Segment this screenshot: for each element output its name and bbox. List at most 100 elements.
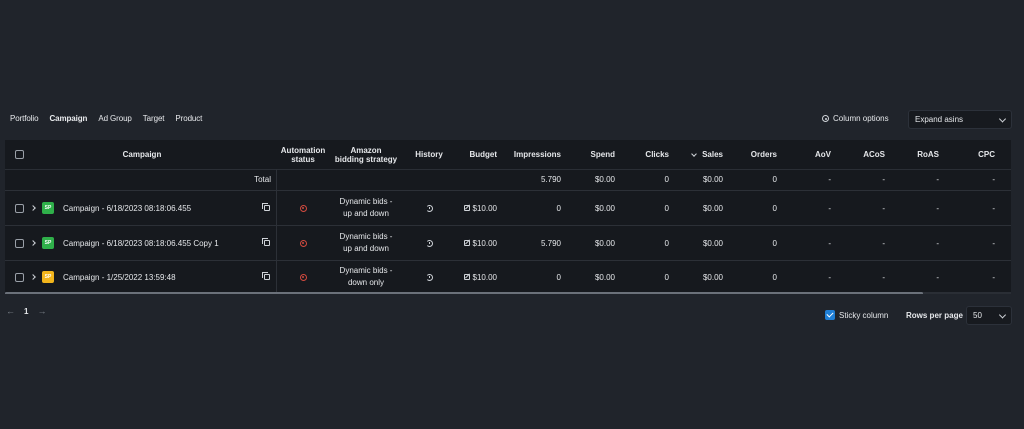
table-header-row: Campaign Automation status Amazon biddin… (5, 140, 1011, 170)
clicks-cell: 0 (664, 203, 669, 213)
chevron-right-icon[interactable] (30, 274, 36, 280)
row-checkbox[interactable] (14, 203, 24, 213)
col-header-clicks[interactable]: Clicks (645, 150, 669, 159)
copy-icon[interactable] (262, 203, 270, 211)
aov-cell: - (828, 272, 831, 282)
tab-campaign[interactable]: Campaign (49, 114, 88, 123)
budget-cell[interactable]: $10.00 (451, 191, 497, 225)
sales-cell: $0.00 (702, 203, 723, 213)
badge-cell: SP (42, 261, 56, 293)
col-header-budget[interactable]: Budget (469, 150, 497, 159)
cpc-cell: - (992, 238, 995, 248)
sort-desc-icon (691, 150, 697, 157)
chevron-right-icon[interactable] (30, 240, 36, 246)
automation-cell (277, 261, 329, 293)
total-aov: - (828, 175, 831, 184)
col-header-acos[interactable]: ACoS (863, 150, 885, 159)
impressions-cell: 0 (556, 272, 561, 282)
sticky-column-label: Sticky column (839, 310, 889, 320)
spend-cell: $0.00 (594, 203, 615, 213)
page-number[interactable]: 1 (24, 306, 29, 316)
budget-cell[interactable]: $10.00 (451, 261, 497, 293)
impressions-cell: 5.790 (540, 238, 561, 248)
expand-asins-select[interactable]: Expand asins (908, 110, 1012, 129)
sp-badge: SP (42, 202, 54, 214)
orders-cell: 0 (772, 203, 777, 213)
copy-icon[interactable] (262, 238, 270, 246)
col-header-orders[interactable]: Orders (750, 150, 777, 159)
sp-badge: SP (42, 237, 54, 249)
acos-cell: - (882, 272, 885, 282)
row-checkbox[interactable] (14, 238, 24, 248)
col-header-campaign[interactable]: Campaign (122, 150, 162, 159)
row-checkbox[interactable] (14, 272, 24, 282)
history-cell (409, 226, 449, 260)
col-header-amazon-line1: Amazon (350, 145, 382, 155)
prev-page-arrow-icon[interactable]: ← (6, 306, 15, 316)
expand-asins-value: Expand asins (915, 115, 964, 124)
rows-per-page-label: Rows per page (906, 311, 963, 320)
roas-cell: - (936, 238, 939, 248)
total-sales: $0.00 (702, 175, 723, 184)
table-row[interactable]: SP Campaign - 6/18/2023 08:18:06.455 Cop… (5, 226, 1011, 261)
col-header-sales[interactable]: Sales (673, 140, 723, 169)
chevron-down-icon (998, 310, 1007, 319)
col-header-amazon-bidding-strategy[interactable]: Amazon bidding strategy (331, 140, 401, 169)
automation-status-icon[interactable] (299, 204, 307, 212)
col-header-cpc[interactable]: CPC (978, 150, 995, 159)
table-row[interactable]: SP Campaign - 6/18/2023 08:18:06.455 Dyn… (5, 191, 1011, 226)
total-orders: 0 (772, 175, 777, 184)
col-header-automation-status[interactable]: Automation status (277, 140, 329, 169)
copy-icon[interactable] (262, 272, 270, 280)
automation-status-icon[interactable] (299, 239, 307, 247)
row-expand-cell (29, 191, 37, 225)
bidding-strategy: Dynamic bids - up and down (331, 226, 401, 260)
horizontal-scrollbar[interactable] (5, 292, 1011, 294)
col-header-history[interactable]: History (415, 150, 443, 159)
history-icon[interactable] (425, 204, 433, 212)
tab-ad-group[interactable]: Ad Group (98, 114, 132, 123)
row-checkbox-cell (12, 226, 26, 260)
col-header-aov[interactable]: AoV (815, 150, 831, 159)
total-acos: - (882, 175, 885, 184)
rows-per-page-value: 50 (973, 311, 982, 320)
chevron-right-icon[interactable] (30, 205, 36, 211)
campaign-name[interactable]: Campaign - 1/25/2022 13:59:48 (63, 272, 176, 282)
col-header-roas[interactable]: RoAS (917, 150, 939, 159)
clicks-cell: 0 (664, 238, 669, 248)
rows-per-page-select[interactable]: 50 (966, 306, 1012, 325)
col-header-impressions[interactable]: Impressions (513, 150, 561, 159)
history-icon[interactable] (425, 239, 433, 247)
bidding-strategy-line1: Dynamic bids - (339, 232, 393, 241)
scrollbar-thumb[interactable] (5, 292, 923, 294)
col-header-automation-line2: status (291, 154, 315, 164)
total-impressions: 5.790 (540, 175, 561, 184)
orders-cell: 0 (772, 272, 777, 282)
row-expand-cell (29, 261, 37, 293)
select-all-checkbox[interactable] (14, 150, 24, 159)
copy-cell (261, 191, 273, 225)
acos-cell: - (882, 203, 885, 213)
bidding-strategy-line1: Dynamic bids - (339, 197, 393, 206)
campaign-name[interactable]: Campaign - 6/18/2023 08:18:06.455 Copy 1 (63, 238, 219, 248)
next-page-arrow-icon[interactable]: → (37, 306, 47, 316)
history-icon[interactable] (425, 273, 433, 281)
row-expand-cell (29, 226, 37, 260)
view-tabs: Portfolio Campaign Ad Group Target Produ… (10, 114, 202, 123)
sales-cell: $0.00 (702, 238, 723, 248)
col-header-spend[interactable]: Spend (590, 150, 615, 159)
automation-status-icon[interactable] (299, 273, 307, 281)
column-options-label: Column options (833, 114, 889, 123)
table-row[interactable]: SP Campaign - 1/25/2022 13:59:48 Dynamic… (5, 261, 1011, 293)
col-header-automation-line1: Automation (280, 145, 326, 155)
roas-cell: - (936, 203, 939, 213)
campaign-name[interactable]: Campaign - 6/18/2023 08:18:06.455 (63, 203, 192, 213)
column-options-button[interactable]: Column options (822, 114, 889, 123)
sticky-column-checkbox[interactable] (825, 310, 835, 320)
budget-cell[interactable]: $10.00 (451, 226, 497, 260)
sticky-column-toggle[interactable]: Sticky column (825, 310, 888, 320)
tab-target[interactable]: Target (142, 114, 165, 123)
tab-product[interactable]: Product (175, 114, 203, 123)
aov-cell: - (828, 203, 831, 213)
tab-portfolio[interactable]: Portfolio (10, 114, 39, 123)
